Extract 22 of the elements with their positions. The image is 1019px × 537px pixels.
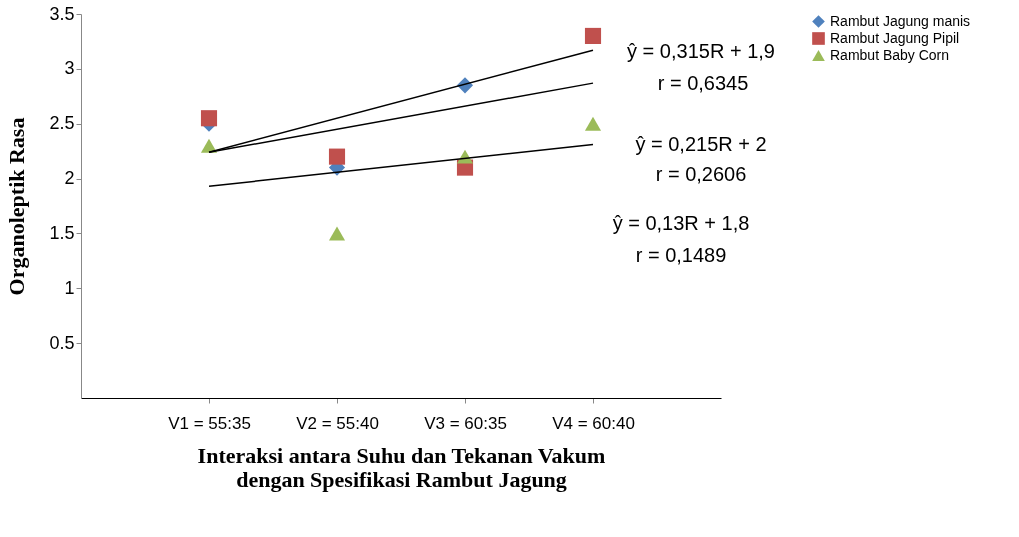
annotation: ŷ = 0,13R + 1,8 (612, 212, 750, 234)
annotation: ŷ = 0,215R + 2 (635, 133, 767, 155)
y-tick-label: 2 (64, 168, 75, 189)
annotation: r = 0,2606 (655, 163, 747, 185)
y-tick-label: 0.5 (49, 332, 75, 353)
y-tick-label: 3.5 (49, 3, 75, 24)
legend-label: Rambut Baby Corn (830, 46, 950, 63)
x-axis-title: Interaksi antara Suhu dan Tekanan Vakum dengan Spesifikasi Rambut Jagung (197, 442, 606, 492)
x-tick-label: V3 = 60:35 (424, 413, 507, 433)
x-tick-label: V1 = 55:35 (168, 413, 251, 433)
x-tick-label: V2 = 55:40 (296, 413, 379, 433)
y-tick-label: 3 (64, 58, 75, 79)
x-tick-label: V4 = 60:40 (552, 413, 635, 433)
legend-label: Rambut Jagung manis (830, 12, 971, 29)
legend-label: Rambut Jagung Pipil (830, 29, 960, 46)
y-tick-label: 2.5 (49, 113, 75, 134)
annotation: r = 0,1489 (635, 244, 727, 266)
y-tick-label: 1 (64, 277, 75, 298)
y-tick-label: 1.5 (49, 222, 75, 243)
annotation: ŷ = 0,315R + 1,9 (627, 40, 775, 62)
y-axis-title: Organoleptik Rasa (4, 117, 30, 296)
annotation: r = 0,6345 (657, 72, 749, 94)
